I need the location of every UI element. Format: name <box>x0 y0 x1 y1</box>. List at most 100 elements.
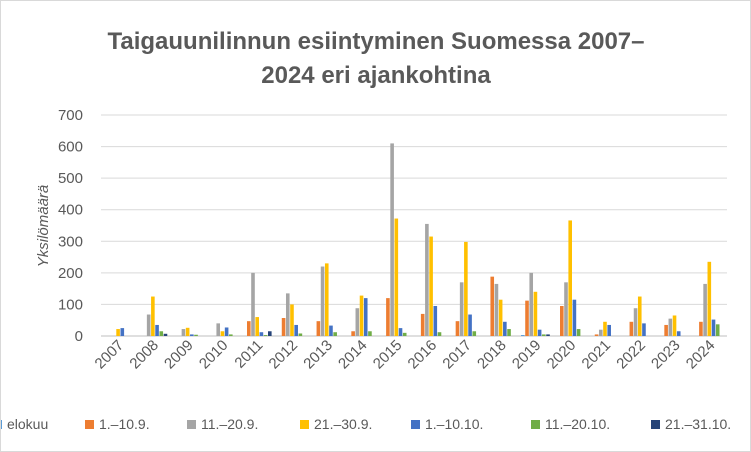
bar <box>642 323 646 336</box>
bar <box>525 300 529 336</box>
bar <box>503 321 507 336</box>
legend-swatch <box>85 420 94 429</box>
legend-swatch <box>187 420 196 429</box>
bar <box>598 329 603 336</box>
legend-entry: elokuu <box>1 416 48 432</box>
x-tick-label: 2014 <box>335 337 371 373</box>
bar <box>572 299 577 336</box>
x-tick-label: 2011 <box>231 337 266 372</box>
bar <box>633 308 638 336</box>
x-tick-label: 2007 <box>92 337 128 373</box>
bar <box>359 295 364 336</box>
bar <box>546 334 550 336</box>
bar <box>560 306 564 336</box>
bar <box>255 317 259 336</box>
x-tick-label: 2013 <box>300 337 336 373</box>
bar <box>181 329 186 336</box>
bar <box>285 293 290 336</box>
bar <box>711 319 716 336</box>
bar <box>402 332 407 336</box>
bar <box>664 324 668 336</box>
bar <box>290 304 294 336</box>
gridlines <box>101 114 727 337</box>
bar <box>155 324 159 336</box>
bar <box>324 263 329 336</box>
bar <box>220 331 225 336</box>
bar <box>390 143 394 336</box>
bar <box>146 314 151 336</box>
y-tick-label: 400 <box>58 202 83 219</box>
x-tick-label: 2016 <box>405 337 441 373</box>
x-tick-label: 2008 <box>126 337 162 373</box>
legend-swatch <box>300 420 309 429</box>
legend-swatch <box>411 420 420 429</box>
bar <box>707 261 712 336</box>
bar <box>607 324 611 336</box>
bar <box>459 282 464 336</box>
y-tick-label: 500 <box>58 170 83 187</box>
bar <box>715 324 720 336</box>
legend-label: 11.–20.9. <box>201 416 258 432</box>
bar <box>263 335 268 336</box>
legend-swatch <box>651 420 660 429</box>
x-tick-label: 2012 <box>266 337 302 373</box>
bar <box>194 334 198 336</box>
legend-label: 1.–10.10. <box>425 416 483 432</box>
bar <box>537 329 542 336</box>
bar <box>699 321 703 336</box>
bar <box>281 318 286 336</box>
legend-label: elokuu <box>7 416 48 432</box>
y-tick-label: 600 <box>58 139 83 156</box>
y-tick-label: 100 <box>58 296 83 313</box>
bar <box>433 306 438 336</box>
bar <box>676 331 681 336</box>
bar <box>521 335 525 336</box>
bar <box>498 299 503 336</box>
bar <box>120 328 125 336</box>
x-tick-label: 2015 <box>370 337 406 373</box>
bar <box>320 266 325 336</box>
x-tick-label: 2023 <box>648 337 684 373</box>
bar <box>568 220 572 336</box>
bar <box>163 333 168 336</box>
legend: elokuu 1.–10.9. 11.–20.9. 21.–30.9. 1.–10.10… <box>1 416 731 432</box>
y-tick-label: 300 <box>58 233 83 250</box>
legend-label: 11.–20.10. <box>545 416 610 432</box>
y-tick-label: 200 <box>58 265 83 282</box>
bar <box>159 331 164 336</box>
bar <box>490 276 495 336</box>
bar <box>468 314 472 336</box>
legend-label: 1.–10.9. <box>99 416 150 432</box>
bar <box>294 324 298 336</box>
bar <box>420 313 425 336</box>
bar <box>637 296 642 336</box>
bar <box>316 321 321 336</box>
bar <box>363 298 368 336</box>
bar <box>190 334 194 336</box>
bar <box>464 241 468 336</box>
bar <box>594 334 599 336</box>
bar <box>564 282 568 336</box>
bar <box>355 308 360 336</box>
chart-title-line-1: Taigauunilinnun esiintyminen Suomessa 20… <box>107 28 644 55</box>
bar <box>507 329 511 336</box>
bar <box>394 218 399 336</box>
bar <box>351 331 355 336</box>
legend-swatch <box>531 420 540 429</box>
bar <box>151 296 155 336</box>
bar <box>472 331 477 336</box>
bar <box>425 223 429 336</box>
bar <box>298 333 303 336</box>
bar <box>576 329 581 336</box>
bar <box>333 332 337 336</box>
bar <box>542 334 546 336</box>
bar <box>455 321 460 336</box>
bars <box>116 143 720 336</box>
legend-entry: 1.–10.10. <box>411 416 483 432</box>
bar <box>703 283 707 336</box>
bar <box>216 323 221 336</box>
bar <box>116 329 120 336</box>
bar <box>603 321 607 336</box>
